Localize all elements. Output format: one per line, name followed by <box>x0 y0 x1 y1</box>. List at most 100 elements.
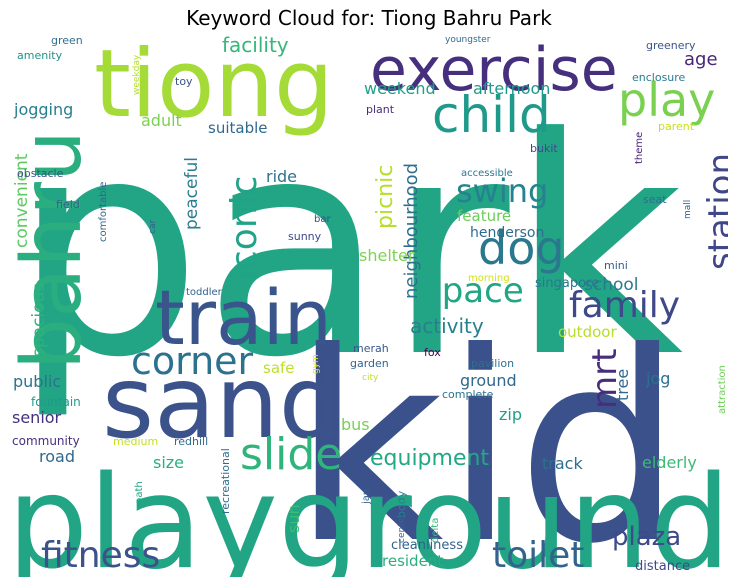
word-weekend: weekend <box>364 79 436 98</box>
word-suitable: suitable <box>208 119 267 137</box>
word-medium: medium <box>113 435 158 448</box>
word-sunny: sunny <box>288 230 322 243</box>
page-title: Keyword Cloud for: Tiong Bahru Park <box>186 6 552 30</box>
word-toilet: toilet <box>492 535 584 576</box>
word-train: train <box>155 273 332 362</box>
word-corner: corner <box>131 339 254 383</box>
word-green: green <box>51 34 83 47</box>
word-peaceful: peaceful <box>182 157 202 230</box>
word-toddler: toddler <box>186 287 223 298</box>
word-exercise: exercise <box>370 35 618 105</box>
word-comfortable: comfortable <box>98 182 109 242</box>
word-enclosure: enclosure <box>632 71 686 84</box>
word-merah: merah <box>353 342 389 355</box>
word-greenery: greenery <box>646 39 696 52</box>
word-senior: senior <box>12 408 62 427</box>
word-body: body <box>395 490 408 518</box>
word-fitness: fitness <box>41 535 160 576</box>
word-outdoor: outdoor <box>558 323 617 341</box>
word-size: size <box>153 453 184 472</box>
word-shelter: shelter <box>359 246 415 265</box>
word-recreational: recreational <box>219 448 232 514</box>
word-playground: playground <box>12 449 728 577</box>
word-jog: jog <box>645 369 670 388</box>
word-distance: distance <box>635 559 690 574</box>
word-zip: zip <box>499 405 522 424</box>
word-bus: bus <box>341 415 370 434</box>
word-bahru: bahru <box>12 130 100 370</box>
word-cloud-canvas: parkkidplaygroundtiongbahrusandtrainexer… <box>12 34 728 577</box>
word-road: road <box>39 447 75 466</box>
word-obstacle: obstacle <box>17 167 64 180</box>
word-feature: feature <box>457 207 511 225</box>
word-ground: ground <box>460 371 517 390</box>
word-tiong: tiong <box>94 34 334 139</box>
word-track: track <box>542 454 583 473</box>
word-redhill: redhill <box>174 435 208 448</box>
word-school: school <box>584 275 639 295</box>
word-weekday: weekday <box>132 54 142 95</box>
word-delta: delta <box>430 518 441 543</box>
word-park: park <box>12 74 683 423</box>
word-field: field <box>56 198 80 211</box>
word-plaza: plaza <box>612 522 681 552</box>
word-garden: garden <box>350 357 389 370</box>
word-pavilion: pavilion <box>471 357 514 370</box>
word-public: public <box>13 372 61 391</box>
word-bar: bar <box>314 214 331 225</box>
word-complete: complete <box>442 388 494 401</box>
word-fox: fox <box>424 346 441 359</box>
word-theme: theme <box>634 132 645 164</box>
word-convenient: convenient <box>12 153 32 248</box>
word-activity: activity <box>410 314 484 338</box>
word-neighbourhood: neighbourhood <box>401 163 422 299</box>
word-bukit: bukit <box>530 142 558 155</box>
word-resident: resident <box>382 552 443 570</box>
word-adult: adult <box>141 111 182 130</box>
word-morning: morning <box>468 273 510 284</box>
word-cleanliness: cleanliness <box>391 538 463 553</box>
word-picnic: picnic <box>373 165 398 229</box>
word-accessible: accessible <box>461 168 513 179</box>
word-henderson: henderson <box>470 225 544 241</box>
word-seat: seat <box>643 193 667 206</box>
word-play: play <box>618 73 715 127</box>
word-tree: tree <box>613 369 632 401</box>
word-elderly: elderly <box>642 453 697 472</box>
word-age: age <box>684 49 718 70</box>
word-safe: safe <box>263 359 295 377</box>
word-station: station <box>701 153 728 270</box>
word-iconic: iconic <box>224 176 265 280</box>
word-kid: kid <box>292 296 683 577</box>
word-ride: ride <box>266 167 297 186</box>
word-center: center <box>397 514 407 543</box>
word-spacious: spacious <box>29 283 49 357</box>
word-sun: sun <box>284 504 303 533</box>
word-mini: mini <box>604 259 628 272</box>
word-plant: plant <box>366 103 395 116</box>
word-child: child <box>432 86 551 144</box>
word-swing: swing <box>456 172 548 210</box>
word-dog: dog <box>478 221 565 275</box>
word-space: space <box>424 271 524 311</box>
word-equipment: equipment <box>370 446 489 471</box>
word-youngster: youngster <box>445 35 491 45</box>
word-city: city <box>362 373 379 383</box>
word-amenity: amenity <box>17 49 63 62</box>
word-facility: facility <box>222 34 289 57</box>
word-fountain: fountain <box>31 395 81 409</box>
word-car: car <box>148 220 158 234</box>
word-toy: toy <box>175 75 193 88</box>
word-sand: sand <box>102 344 342 461</box>
word-family: family <box>569 285 680 326</box>
word-cloud: park kid playground tiong bahru sand train exer… <box>12 34 728 577</box>
word-mall: mall <box>683 200 693 219</box>
word-gym: gym <box>311 354 321 374</box>
word-jogging: jogging <box>13 100 73 119</box>
word-singapore: singapore <box>535 276 599 291</box>
word-slide: slide <box>240 429 342 480</box>
word-path: path <box>134 481 145 504</box>
word-attraction: attraction <box>717 365 728 414</box>
word-mrt: mrt <box>585 349 625 409</box>
word-community: community <box>12 434 80 448</box>
